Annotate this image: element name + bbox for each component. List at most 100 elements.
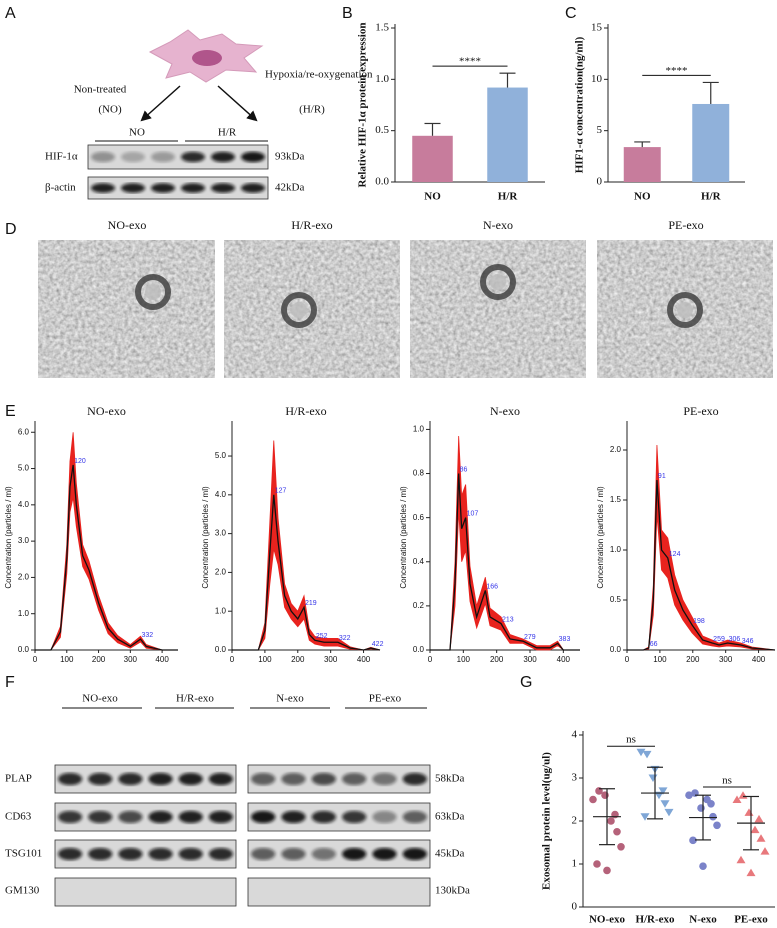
group-label: NO [129, 127, 145, 139]
blot-band [151, 151, 175, 163]
comparison-label: ns [722, 775, 732, 787]
blot [54, 839, 237, 869]
y-tick-label: 0 [572, 901, 578, 913]
x-tick-label: 100 [457, 655, 471, 664]
protein-label: CD63 [5, 811, 32, 823]
y-tick-label: 4.0 [18, 500, 30, 509]
blot-band [342, 810, 367, 824]
line [232, 494, 381, 651]
blot-band [372, 772, 397, 786]
panel-d: D NO-exo H/R-exo N-exo PE-exo [5, 218, 704, 238]
peak-label: 107 [467, 510, 479, 517]
blot-band [372, 847, 397, 861]
blot [247, 877, 431, 907]
y-tick-label: 0 [597, 176, 603, 188]
point [750, 825, 760, 834]
point [593, 860, 601, 868]
chart-title: NO-exo [87, 404, 126, 418]
x-tick-label: NO [424, 191, 441, 203]
y-axis-label: Relative HIF-1α protein expression [357, 23, 369, 188]
x-tick-label: 100 [258, 655, 272, 664]
blot-band [211, 151, 235, 163]
panel-letter: F [5, 674, 15, 691]
y-tick-label: 5 [597, 124, 603, 136]
point [685, 791, 693, 799]
blot-band [58, 772, 83, 786]
point [636, 748, 646, 757]
label: Hypoxia/re-oxygenation [265, 69, 373, 81]
image-title: NO-exo [108, 218, 147, 232]
chart-title: N-exo [490, 404, 520, 418]
blot-band [251, 847, 276, 861]
vesicle [281, 292, 317, 328]
panel-f: F NO-exo H/R-exo N-exo PE-exo PLAP CD63 … [5, 674, 470, 896]
y-tick-label: 3.0 [215, 529, 227, 538]
y-tick-label: 0.4 [413, 557, 425, 566]
blot-band [342, 772, 367, 786]
blot-band [151, 183, 175, 193]
y-tick-label: 1.0 [610, 545, 622, 554]
y-tick-label: 10 [591, 73, 603, 85]
size-label: 45kDa [435, 848, 464, 860]
y-tick-label: 0.0 [215, 645, 227, 654]
blot-band [88, 847, 113, 861]
blot-band [281, 772, 306, 786]
y-tick-label: 1.5 [610, 495, 622, 504]
panel-letter: B [342, 5, 353, 22]
y-tick-label: 1.0 [375, 73, 389, 85]
x-tick-label: 0 [625, 655, 630, 664]
point [707, 800, 715, 808]
label: (NO) [98, 104, 122, 116]
x-tick-label: PE-exo [734, 914, 768, 926]
blot-band [402, 847, 427, 861]
size-label: 58kDa [435, 773, 464, 785]
protein-label: β-actin [45, 182, 76, 194]
vesicle [667, 292, 703, 328]
y-tick-label: 0.2 [413, 601, 425, 610]
point [738, 791, 748, 799]
point [603, 866, 611, 875]
vesicle [480, 264, 516, 300]
x-tick-label: 300 [523, 655, 537, 664]
peak-label: 422 [372, 641, 384, 648]
vesicle [135, 274, 171, 310]
blot-band [208, 810, 233, 824]
x-tick-label: 400 [752, 655, 766, 664]
line [430, 473, 580, 651]
y-tick-label: 0.0 [18, 645, 30, 654]
point [613, 827, 621, 836]
error-band [35, 432, 178, 651]
image-title: N-exo [483, 218, 513, 232]
bar [487, 87, 528, 182]
peak-label: 166 [486, 583, 498, 590]
point [642, 750, 652, 759]
peak-label: 124 [669, 551, 681, 558]
blot-band [58, 847, 83, 861]
x-tick-label: 400 [557, 655, 571, 664]
y-tick-label: 6.0 [18, 427, 30, 436]
point [709, 812, 717, 821]
point [746, 868, 756, 877]
point [699, 862, 707, 870]
y-tick-label: 3 [572, 772, 578, 784]
blot-band [121, 151, 145, 163]
y-tick-label: 2.0 [215, 568, 227, 577]
line [35, 464, 178, 651]
peak-label: 279 [524, 634, 536, 641]
point [601, 791, 609, 799]
point [760, 847, 770, 855]
y-axis-label: HIF1-α concentration(ng/ml) [574, 36, 586, 173]
group-label: NO-exo [82, 693, 118, 705]
x-tick-label: H/R-exo [635, 914, 675, 926]
panel-letter: D [5, 221, 17, 238]
y-axis-label: Concentration (particles / ml) [201, 486, 210, 589]
blot-band [88, 810, 113, 824]
vesicle-core [677, 302, 693, 318]
blot-band [181, 151, 205, 163]
chart-title: H/R-exo [285, 404, 326, 418]
blot-band [181, 183, 205, 193]
point [607, 817, 615, 825]
blot [54, 877, 237, 907]
peak-label: 127 [275, 488, 287, 495]
